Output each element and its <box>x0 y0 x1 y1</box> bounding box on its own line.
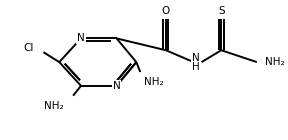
Text: Cl: Cl <box>23 43 34 53</box>
Text: NH₂: NH₂ <box>265 57 284 67</box>
Text: S: S <box>218 6 225 16</box>
Text: N: N <box>192 53 200 63</box>
Text: N: N <box>77 33 85 43</box>
Text: NH₂: NH₂ <box>43 101 63 111</box>
Text: N: N <box>113 81 120 91</box>
Text: O: O <box>162 6 170 16</box>
Text: NH₂: NH₂ <box>144 77 164 87</box>
Text: H: H <box>192 62 200 72</box>
